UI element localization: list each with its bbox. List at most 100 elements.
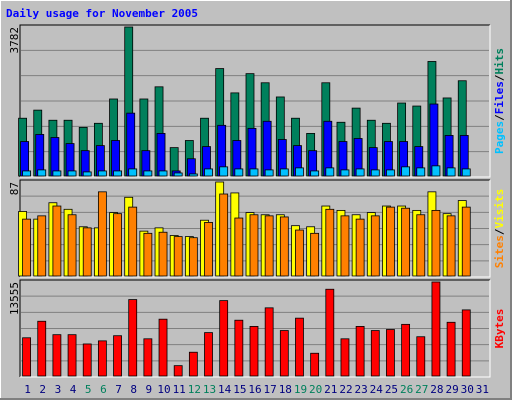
bar	[461, 206, 471, 277]
x-tick-label: 28	[430, 383, 443, 396]
bar	[446, 215, 456, 277]
bar	[128, 168, 138, 177]
bar	[52, 334, 62, 377]
bar	[219, 193, 229, 277]
bar	[22, 218, 31, 277]
x-tick-label: 17	[264, 383, 277, 396]
bar	[173, 365, 183, 377]
bar	[446, 321, 456, 377]
bar	[97, 340, 107, 377]
bar	[52, 205, 62, 277]
bar	[156, 133, 166, 177]
bar	[340, 338, 350, 377]
bar	[461, 168, 471, 177]
bar	[234, 217, 244, 277]
x-tick-label: 20	[309, 383, 322, 396]
x-tick-label: 15	[233, 383, 246, 396]
x-tick-label: 3	[55, 383, 62, 396]
x-tick-label: 30	[461, 383, 474, 396]
bar	[97, 170, 107, 177]
bar	[158, 318, 168, 377]
x-tick-label: 21	[324, 383, 337, 396]
bar	[219, 300, 229, 377]
bar	[370, 330, 380, 377]
bar	[355, 218, 365, 277]
bar	[431, 165, 441, 177]
x-tick-label: 7	[115, 383, 122, 396]
x-tick-label: 23	[355, 383, 368, 396]
bar	[416, 167, 426, 177]
bar	[355, 168, 365, 177]
bar	[128, 206, 138, 277]
bar	[67, 334, 77, 377]
x-tick-label: 6	[100, 383, 107, 396]
bar	[67, 170, 77, 177]
bar	[37, 320, 47, 377]
bar	[158, 170, 168, 177]
bar	[370, 169, 380, 177]
legend-entry: Visits	[493, 189, 506, 229]
bar	[340, 169, 350, 177]
bar	[310, 232, 320, 277]
bar	[431, 209, 441, 277]
legend-separator: /	[493, 228, 506, 235]
x-tick-label: 4	[70, 383, 77, 396]
bar	[173, 172, 183, 177]
x-tick-label: 16	[248, 383, 261, 396]
x-tick-label: 18	[279, 383, 292, 396]
bar	[188, 237, 198, 277]
bar	[446, 167, 456, 177]
bar	[113, 335, 122, 377]
bar	[204, 168, 213, 177]
legend: KBytes	[493, 309, 506, 349]
bar	[249, 168, 259, 177]
bar	[173, 236, 183, 277]
legend: Pages/Files/Hits	[493, 48, 506, 154]
bar	[295, 317, 304, 377]
bar	[295, 167, 304, 177]
x-tick-label: 9	[146, 383, 153, 396]
bar	[386, 206, 395, 277]
y-tick-label: 13555	[8, 282, 21, 315]
x-tick-label: 25	[385, 383, 398, 396]
x-tick-label: 29	[445, 383, 458, 396]
bar	[188, 173, 198, 177]
bar	[234, 319, 244, 377]
bar	[370, 215, 380, 277]
x-tick-label: 24	[370, 383, 384, 396]
bar	[431, 281, 441, 377]
bar	[97, 191, 107, 277]
bar	[264, 215, 274, 277]
bar	[126, 112, 136, 177]
bar	[82, 343, 92, 377]
x-tick-label: 10	[157, 383, 170, 396]
bar	[219, 166, 229, 177]
chart-title: Daily usage for November 2005	[6, 7, 198, 20]
bar	[264, 169, 274, 177]
bar	[325, 208, 335, 277]
bar	[143, 232, 153, 277]
bar	[386, 329, 395, 377]
bar	[340, 215, 350, 277]
bar	[279, 216, 289, 277]
bar	[143, 338, 153, 377]
x-tick-label: 22	[339, 383, 352, 396]
x-tick-label: 5	[85, 383, 92, 396]
bar	[188, 351, 198, 377]
bar	[264, 307, 274, 377]
bar	[310, 352, 320, 377]
bar	[186, 158, 196, 177]
bar	[325, 288, 335, 377]
bar	[310, 170, 320, 177]
y-tick-label: 3782	[8, 27, 21, 54]
bar	[67, 214, 77, 277]
plot-border-dark	[19, 279, 490, 377]
x-tick-label: 31	[476, 383, 489, 396]
legend-entry: Sites	[493, 235, 506, 268]
bar	[158, 231, 168, 277]
bar	[113, 213, 122, 277]
x-tick-label: 12	[188, 383, 201, 396]
x-tick-label: 11	[173, 383, 186, 396]
bar	[37, 215, 47, 277]
